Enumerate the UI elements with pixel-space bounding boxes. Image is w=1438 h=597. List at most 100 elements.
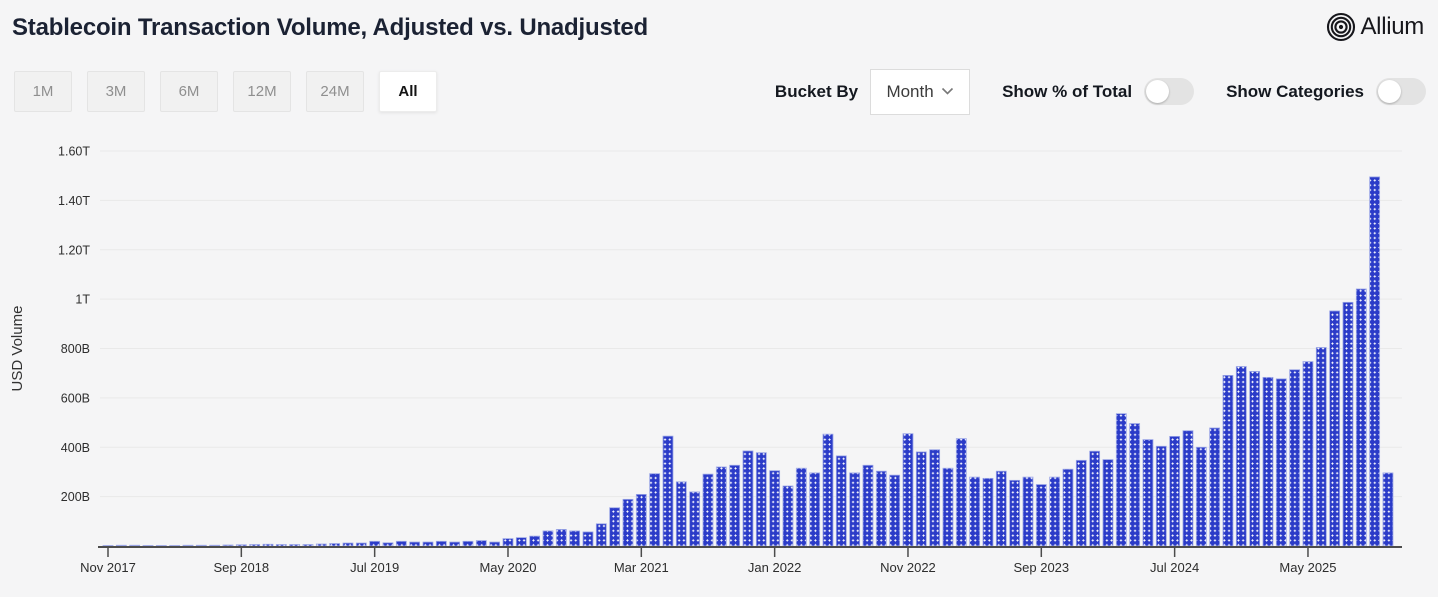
bar-aug-2019[interactable] xyxy=(383,543,393,546)
bar-aug-2022[interactable] xyxy=(863,465,873,546)
bar-mar-2021[interactable] xyxy=(636,494,646,546)
bar-sep-2018[interactable] xyxy=(236,545,246,546)
bar-dec-2021[interactable] xyxy=(756,453,766,546)
bar-jul-2018[interactable] xyxy=(210,545,220,546)
bar-aug-2021[interactable] xyxy=(703,474,713,546)
bar-dec-2024[interactable] xyxy=(1236,367,1246,546)
bar-mar-2020[interactable] xyxy=(476,541,486,546)
bar-aug-2020[interactable] xyxy=(543,531,553,546)
range-button-all[interactable]: All xyxy=(379,71,437,112)
bar-may-2022[interactable] xyxy=(823,434,833,546)
range-button-24m[interactable]: 24M xyxy=(306,71,364,112)
bar-nov-2023[interactable] xyxy=(1063,469,1073,546)
bar-nov-2020[interactable] xyxy=(583,532,593,546)
bar-jan-2019[interactable] xyxy=(290,545,300,546)
bar-jul-2025[interactable] xyxy=(1330,311,1340,546)
bar-may-2019[interactable] xyxy=(343,543,353,546)
bar-jun-2020[interactable] xyxy=(516,538,526,546)
bar-nov-2019[interactable] xyxy=(423,542,433,546)
bar-jul-2021[interactable] xyxy=(690,492,700,546)
bar-mar-2023[interactable] xyxy=(956,439,966,546)
bar-aug-2025[interactable] xyxy=(1343,302,1353,546)
bar-jul-2023[interactable] xyxy=(1010,480,1020,546)
bar-apr-2024[interactable] xyxy=(1130,424,1140,546)
bar-may-2018[interactable] xyxy=(183,545,193,546)
bar-jun-2021[interactable] xyxy=(676,482,686,546)
bar-apr-2025[interactable] xyxy=(1290,370,1300,546)
bar-may-2021[interactable] xyxy=(663,436,673,546)
range-button-12m[interactable]: 12M xyxy=(233,71,291,112)
bar-apr-2021[interactable] xyxy=(650,474,660,546)
bar-nov-2021[interactable] xyxy=(743,451,753,546)
bar-dec-2019[interactable] xyxy=(436,541,446,546)
bar-jan-2024[interactable] xyxy=(1090,451,1100,546)
bar-feb-2024[interactable] xyxy=(1103,460,1113,546)
bar-dec-2020[interactable] xyxy=(596,524,606,546)
bar-feb-2021[interactable] xyxy=(623,499,633,546)
bar-nov-2018[interactable] xyxy=(263,544,273,546)
bar-jul-2024[interactable] xyxy=(1170,436,1180,546)
bar-jan-2025[interactable] xyxy=(1250,371,1260,546)
bar-sep-2021[interactable] xyxy=(716,467,726,546)
bar-apr-2019[interactable] xyxy=(330,544,340,546)
bar-jul-2022[interactable] xyxy=(850,473,860,546)
range-button-1m[interactable]: 1M xyxy=(14,71,72,112)
allium-brand[interactable]: Allium xyxy=(1326,12,1424,42)
bar-jan-2022[interactable] xyxy=(770,471,780,546)
range-button-6m[interactable]: 6M xyxy=(160,71,218,112)
bar-oct-2024[interactable] xyxy=(1210,428,1220,546)
bar-mar-2019[interactable] xyxy=(316,544,326,546)
bar-feb-2022[interactable] xyxy=(783,486,793,546)
bar-may-2024[interactable] xyxy=(1143,440,1153,546)
bar-apr-2022[interactable] xyxy=(810,473,820,546)
bar-aug-2018[interactable] xyxy=(223,545,233,546)
bar-jan-2023[interactable] xyxy=(930,450,940,546)
bar-sep-2020[interactable] xyxy=(556,529,566,546)
bar-jul-2020[interactable] xyxy=(530,536,540,546)
bar-oct-2020[interactable] xyxy=(570,531,580,546)
bar-feb-2019[interactable] xyxy=(303,545,313,546)
bar-jun-2022[interactable] xyxy=(836,456,846,546)
bar-oct-2021[interactable] xyxy=(730,465,740,546)
bar-jan-2018[interactable] xyxy=(130,545,140,546)
bar-oct-2019[interactable] xyxy=(410,542,420,546)
bar-mar-2025[interactable] xyxy=(1276,379,1286,546)
bar-sep-2019[interactable] xyxy=(396,541,406,546)
bar-may-2025[interactable] xyxy=(1303,362,1313,546)
bar-jan-2020[interactable] xyxy=(450,542,460,546)
show-categories-toggle[interactable] xyxy=(1376,78,1426,105)
range-button-3m[interactable]: 3M xyxy=(87,71,145,112)
bar-sep-2022[interactable] xyxy=(876,471,886,546)
bar-jun-2023[interactable] xyxy=(996,471,1006,546)
bar-sep-2025[interactable] xyxy=(1356,289,1366,546)
bar-dec-2023[interactable] xyxy=(1076,460,1086,546)
bar-mar-2022[interactable] xyxy=(796,468,806,546)
bar-feb-2020[interactable] xyxy=(463,541,473,546)
bar-oct-2025[interactable] xyxy=(1370,177,1380,546)
bar-jan-2021[interactable] xyxy=(610,508,620,546)
bar-dec-2022[interactable] xyxy=(916,452,926,546)
bar-dec-2017[interactable] xyxy=(116,545,126,546)
bar-mar-2024[interactable] xyxy=(1116,414,1126,546)
bar-apr-2023[interactable] xyxy=(970,477,980,546)
bar-nov-2022[interactable] xyxy=(903,434,913,546)
bar-may-2023[interactable] xyxy=(983,478,993,546)
bar-dec-2018[interactable] xyxy=(276,545,286,546)
bar-nov-2025[interactable] xyxy=(1383,473,1393,546)
bar-aug-2024[interactable] xyxy=(1183,431,1193,546)
bar-aug-2023[interactable] xyxy=(1023,477,1033,546)
bar-jun-2025[interactable] xyxy=(1316,348,1326,546)
bar-oct-2018[interactable] xyxy=(250,545,260,546)
bar-feb-2025[interactable] xyxy=(1263,377,1273,546)
bar-sep-2024[interactable] xyxy=(1196,447,1206,546)
bar-oct-2023[interactable] xyxy=(1050,477,1060,546)
bar-feb-2023[interactable] xyxy=(943,468,953,546)
show-percent-toggle[interactable] xyxy=(1144,78,1194,105)
bar-sep-2023[interactable] xyxy=(1036,485,1046,546)
bar-oct-2022[interactable] xyxy=(890,475,900,546)
bar-jul-2019[interactable] xyxy=(370,541,380,546)
bar-nov-2024[interactable] xyxy=(1223,375,1233,546)
bar-jun-2019[interactable] xyxy=(356,543,366,546)
bar-may-2020[interactable] xyxy=(503,539,513,546)
bucket-by-dropdown[interactable]: Month xyxy=(870,69,970,115)
